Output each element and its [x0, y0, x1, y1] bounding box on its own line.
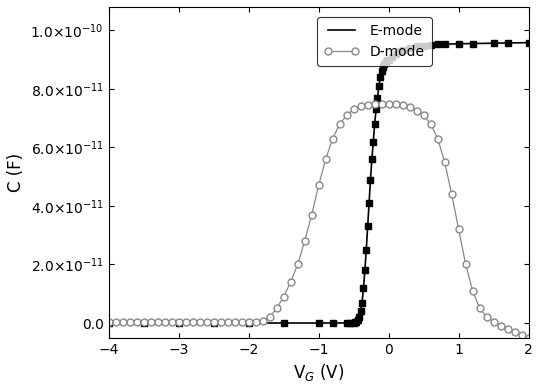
D-mode	[357, 104, 364, 109]
X-axis label: V$_{G}$ (V): V$_{G}$ (V)	[293, 362, 345, 383]
D-mode	[525, 335, 532, 340]
D-mode	[105, 320, 112, 325]
E-mode	[525, 40, 532, 45]
E-mode	[504, 41, 511, 45]
Line: E-mode: E-mode	[109, 43, 529, 323]
E-mode	[352, 320, 359, 325]
D-mode	[329, 136, 336, 141]
D-mode	[372, 101, 378, 106]
E-mode	[359, 300, 366, 305]
Legend: E-mode, D-mode: E-mode, D-mode	[317, 17, 432, 66]
E-mode	[357, 309, 364, 314]
Line: D-mode: D-mode	[105, 100, 532, 341]
E-mode	[389, 54, 395, 59]
E-mode	[105, 321, 112, 325]
D-mode	[204, 320, 210, 325]
D-mode	[252, 320, 259, 324]
Y-axis label: C (F): C (F)	[7, 153, 25, 192]
D-mode	[190, 320, 196, 325]
E-mode	[383, 60, 389, 64]
D-mode	[476, 306, 483, 311]
